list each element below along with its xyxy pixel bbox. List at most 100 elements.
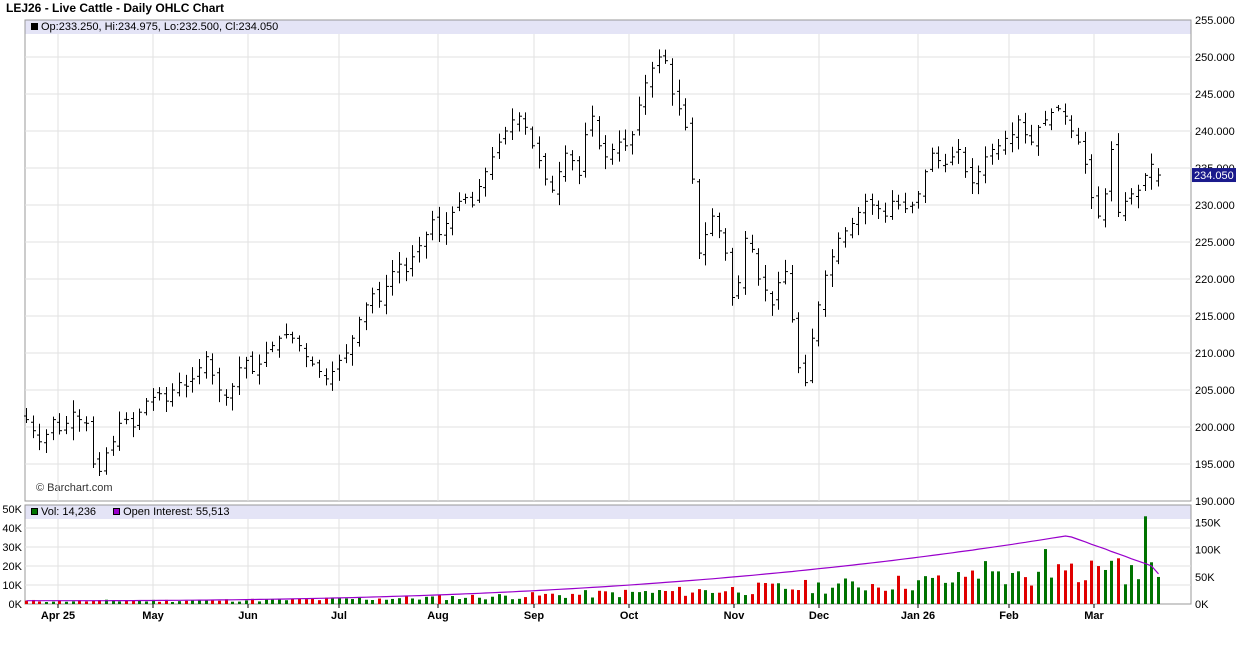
volume-bar <box>311 598 314 604</box>
volume-bar <box>265 598 268 604</box>
volume-bar <box>32 599 35 604</box>
volume-bar <box>1124 584 1127 604</box>
price-tick-label: 255.000 <box>1195 15 1235 27</box>
volume-bar <box>884 590 887 604</box>
volume-bar <box>165 599 168 604</box>
volume-bar <box>611 592 614 604</box>
open-interest-tick-label: 150K <box>1195 518 1221 530</box>
ohlc-bar <box>444 212 449 245</box>
volume-bar <box>125 600 128 604</box>
ohlc-bar <box>1129 188 1134 205</box>
ohlc-bar <box>344 344 349 364</box>
ohlc-bar <box>1063 103 1068 125</box>
volume-pane-frame <box>24 504 1192 605</box>
ohlc-bar <box>983 146 988 184</box>
ohlc-bar <box>157 387 162 401</box>
ohlc-bar <box>810 328 815 384</box>
volume-bar <box>178 601 181 604</box>
ohlc-bar <box>590 105 595 137</box>
volume-bar <box>464 597 467 604</box>
ohlc-bar <box>677 79 682 116</box>
ohlc-bar <box>483 167 488 197</box>
volume-bar <box>764 583 767 604</box>
open-interest-series <box>26 535 1159 602</box>
volume-bar <box>331 598 334 604</box>
volume-bar <box>1070 563 1073 604</box>
volume-bar <box>85 601 88 604</box>
volume-bar <box>318 600 321 604</box>
ohlc-bar <box>843 227 848 248</box>
volume-bar <box>518 598 521 604</box>
ohlc-bar <box>743 231 748 295</box>
ohlc-bar <box>470 191 475 208</box>
ohlc-bar <box>763 265 768 302</box>
volume-bar <box>538 595 541 604</box>
ohlc-bar <box>137 408 142 430</box>
ohlc-bar <box>863 193 868 225</box>
volume-bar <box>145 601 148 604</box>
ohlc-bar <box>1049 108 1054 131</box>
ohlc-bar <box>250 351 255 374</box>
volume-bar <box>718 592 721 604</box>
ohlc-bar <box>224 389 229 406</box>
ohlc-bar <box>384 274 389 315</box>
open-interest-tick-label: 0K <box>1195 599 1209 611</box>
volume-bar <box>658 590 661 604</box>
volume-bar <box>451 596 454 604</box>
ohlc-bar <box>883 202 888 223</box>
volume-bar <box>604 591 607 604</box>
open-interest-tick-label: 100K <box>1195 545 1221 557</box>
volume-bar <box>851 581 854 604</box>
volume-bar <box>811 593 814 604</box>
ohlc-bar <box>910 201 915 214</box>
volume-bar <box>418 599 421 604</box>
volume-bar <box>1037 571 1040 604</box>
month-label: Jun <box>238 610 258 622</box>
volume-bar <box>897 575 900 604</box>
volume-bar <box>484 599 487 604</box>
ohlc-bar <box>623 129 628 151</box>
ohlc-bar <box>630 131 635 155</box>
volume-bar <box>425 596 428 604</box>
ohlc-bar <box>397 251 402 284</box>
ohlc-bar <box>890 190 895 220</box>
volume-bar <box>511 599 514 604</box>
ohlc-bar <box>1116 133 1121 217</box>
volume-bar <box>877 587 880 604</box>
ohlc-bar <box>44 429 49 454</box>
volume-legend: Vol: 14,236 Open Interest: 55,513 <box>25 505 1191 519</box>
volume-bar <box>138 600 141 604</box>
ohlc-bar <box>703 222 708 266</box>
ohlc-bar <box>490 147 495 180</box>
ohlc-bar <box>364 302 369 331</box>
ohlc-bar <box>97 452 102 477</box>
volume-bar <box>325 597 328 604</box>
volume-bar <box>105 599 108 604</box>
volume-bar <box>644 591 647 604</box>
volume-bar <box>1097 566 1100 604</box>
ohlc-bar <box>1089 154 1094 209</box>
ohlc-bar <box>836 232 841 265</box>
volume-bar <box>385 599 388 604</box>
price-tick-label: 230.000 <box>1195 200 1235 212</box>
volume-bar <box>1110 560 1113 604</box>
month-label: Feb <box>999 610 1019 622</box>
volume-bar <box>917 580 920 604</box>
open-interest-readout: Open Interest: 55,513 <box>123 506 230 518</box>
ohlc-bar <box>1069 115 1074 139</box>
volume-bar <box>844 578 847 604</box>
volume-bar <box>358 597 361 604</box>
volume-bar <box>831 587 834 604</box>
volume-grid <box>24 504 1192 605</box>
ohlc-bar <box>543 153 548 186</box>
volume-bar <box>391 598 394 604</box>
volume-bar <box>618 597 621 604</box>
last-price-marker: 234.050 <box>1192 168 1236 183</box>
ohlc-bar <box>1036 124 1041 156</box>
price-tick-label: 205.000 <box>1195 385 1235 397</box>
ohlc-bar <box>723 228 728 261</box>
volume-bar <box>365 599 368 604</box>
ohlc-bar <box>850 217 855 239</box>
price-axis: 255.000250.000245.000240.000235.000230.0… <box>1195 15 1235 508</box>
volume-bar <box>251 598 254 604</box>
